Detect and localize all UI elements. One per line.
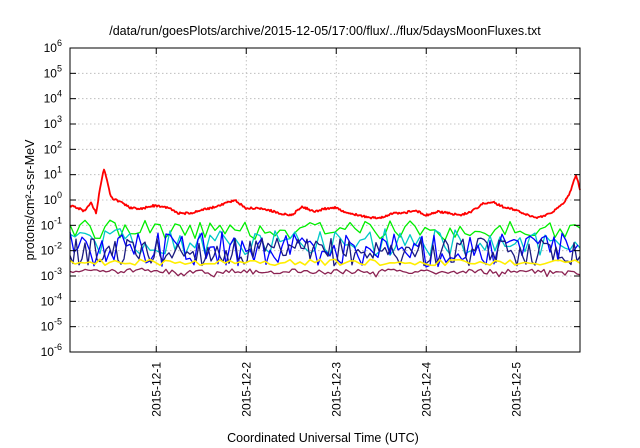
series-line-6 — [69, 258, 581, 267]
y-tick-exponent: -4 — [54, 291, 62, 301]
y-tick-base: 10 — [44, 92, 58, 106]
x-tick-label: 2015-12-5 — [509, 362, 523, 417]
y-tick-exponent: -2 — [54, 241, 62, 251]
y-tick-exponent: -1 — [54, 215, 62, 225]
grid-layer — [70, 48, 580, 352]
y-tick-exponent: 3 — [57, 114, 62, 124]
y-tick-label: 103 — [44, 114, 62, 131]
y-tick-label: 10-1 — [41, 215, 62, 232]
y-tick-exponent: 6 — [57, 38, 62, 48]
x-tick-label: 2015-12-1 — [149, 362, 163, 417]
y-tick-exponent: 2 — [57, 139, 62, 149]
y-tick-label: 105 — [44, 63, 62, 80]
y-tick-base: 10 — [44, 142, 58, 156]
y-tick-exponent: 5 — [57, 63, 62, 73]
y-tick-exponent: -5 — [54, 317, 62, 327]
y-tick-exponent: 4 — [57, 89, 62, 99]
y-tick-label: 10-3 — [41, 266, 62, 283]
y-tick-label: 10-2 — [41, 241, 62, 258]
y-tick-base: 10 — [41, 320, 55, 334]
x-tick-label: 2015-12-2 — [239, 362, 253, 417]
ticks-layer: 10610510410310210110010-110-210-310-410-… — [41, 38, 580, 417]
x-axis-label: Coordinated Universal Time (UTC) — [227, 431, 419, 445]
y-tick-label: 106 — [44, 38, 62, 55]
y-tick-base: 10 — [44, 41, 58, 55]
y-tick-label: 101 — [44, 165, 62, 182]
series-line-1 — [69, 168, 581, 220]
y-axis-label: protons/cm²-s-sr-MeV — [23, 139, 37, 261]
x-tick-label: 2015-12-4 — [419, 362, 433, 417]
y-tick-base: 10 — [44, 193, 58, 207]
y-tick-base: 10 — [41, 244, 55, 258]
y-tick-label: 102 — [44, 139, 62, 156]
y-tick-base: 10 — [44, 168, 58, 182]
y-tick-label: 10-5 — [41, 317, 62, 334]
y-tick-base: 10 — [41, 294, 55, 308]
series-line-7 — [69, 267, 581, 278]
series-line-2 — [69, 219, 581, 241]
y-tick-label: 104 — [44, 89, 62, 106]
y-tick-base: 10 — [41, 345, 55, 359]
series-line-5 — [69, 237, 581, 267]
y-tick-label: 10-6 — [41, 342, 62, 359]
y-tick-label: 100 — [44, 190, 62, 207]
y-tick-exponent: 1 — [57, 165, 62, 175]
y-tick-base: 10 — [41, 218, 55, 232]
y-tick-exponent: -3 — [54, 266, 62, 276]
y-tick-label: 10-4 — [41, 291, 62, 308]
x-tick-label: 2015-12-3 — [329, 362, 343, 417]
series-layer — [69, 168, 581, 278]
y-tick-exponent: -6 — [54, 342, 62, 352]
y-tick-exponent: 0 — [57, 190, 62, 200]
y-tick-base: 10 — [44, 66, 58, 80]
chart-title: /data/run/goesPlots/archive/2015-12-05/1… — [109, 24, 541, 38]
y-tick-base: 10 — [44, 117, 58, 131]
y-tick-base: 10 — [41, 269, 55, 283]
